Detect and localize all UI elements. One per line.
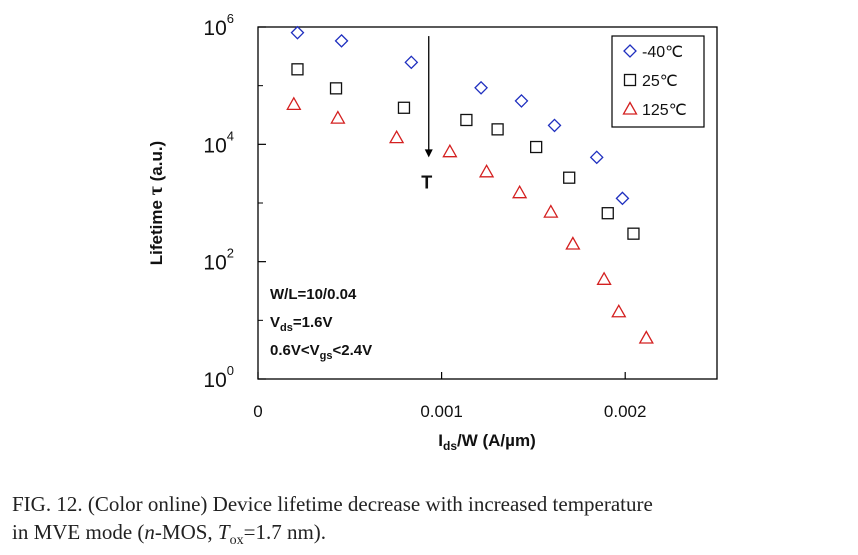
figure-caption: FIG. 12. (Color online) Device lifetime …: [12, 490, 852, 555]
legend-label: 25℃: [642, 73, 678, 90]
data-point-triangle: [286, 96, 302, 111]
data-point-diamond: [589, 150, 604, 165]
lifetime-chart: 100 102 104 106 0 0.001 0.002 T W/L=10/0.04 Vd…: [145, 11, 718, 453]
data-point-triangle: [389, 129, 405, 144]
y-tick-label: 100: [203, 363, 234, 392]
temperature-arrow: T: [421, 36, 433, 192]
data-point-triangle: [543, 204, 559, 218]
data-point-triangle: [565, 236, 581, 250]
data-point-triangle: [638, 330, 654, 344]
data-point-triangle: [596, 271, 612, 285]
data-point-diamond: [547, 118, 562, 133]
y-tick-label: 106: [203, 11, 234, 40]
data-point-triangle: [512, 184, 528, 199]
axis-ticks: [257, 26, 626, 380]
data-point-square: [460, 113, 473, 127]
arrow-label: T: [421, 172, 432, 192]
data-point-triangle: [611, 303, 627, 318]
data-point-triangle: [330, 110, 346, 124]
x-tick-labels: 0 0.001 0.002: [253, 402, 646, 421]
legend-marker-square: [623, 73, 637, 87]
data-point-diamond: [290, 25, 305, 40]
x-tick-label: 0.002: [604, 402, 647, 421]
x-axis-label: Ids/W (A/µm): [438, 431, 535, 453]
x-tick-label: 0.001: [420, 402, 463, 421]
x-tick-label: 0: [253, 402, 262, 421]
data-point-triangle: [478, 163, 495, 178]
legend: -40℃ 25℃ 125℃: [611, 35, 705, 128]
data-point-diamond: [514, 93, 529, 108]
legend-label: -40℃: [642, 44, 683, 61]
data-point-diamond: [404, 55, 419, 70]
y-tick-labels: 100 102 104 106: [203, 11, 234, 392]
data-point-diamond: [474, 80, 488, 95]
arrow-head: [424, 149, 433, 158]
data-point-square: [627, 227, 640, 240]
inset-line: W/L=10/0.04: [270, 286, 357, 303]
data-point-square: [491, 123, 504, 136]
data-point-diamond: [615, 191, 630, 206]
y-tick-label: 102: [203, 246, 234, 275]
data-point-square: [530, 140, 543, 154]
device-conditions-text: W/L=10/0.04 Vds=1.6V 0.6V<Vgs<2.4V: [270, 286, 372, 362]
caption-line-1: FIG. 12. (Color online) Device lifetime …: [12, 492, 653, 516]
data-point-square: [329, 82, 343, 95]
legend-box: [611, 35, 705, 128]
y-tick-label: 104: [203, 128, 234, 157]
data-point-square: [397, 101, 411, 114]
data-point-diamond: [334, 33, 349, 48]
legend-marker-diamond: [623, 44, 637, 58]
y-axis-label: Lifetime τ (a.u.): [145, 141, 167, 265]
data-point-triangle: [442, 143, 458, 158]
legend-label: 125℃: [642, 102, 687, 119]
data-point-square: [291, 63, 304, 76]
data-markers: [286, 25, 654, 344]
caption-line-2: in MVE mode (n-MOS, Tox=1.7 nm).: [12, 520, 327, 549]
inset-line: 0.6V<Vgs<2.4V: [270, 342, 372, 362]
legend-marker-triangle: [622, 101, 638, 115]
data-point-square: [563, 171, 576, 184]
data-point-square: [601, 207, 614, 220]
inset-line: Vds=1.6V: [270, 314, 332, 334]
